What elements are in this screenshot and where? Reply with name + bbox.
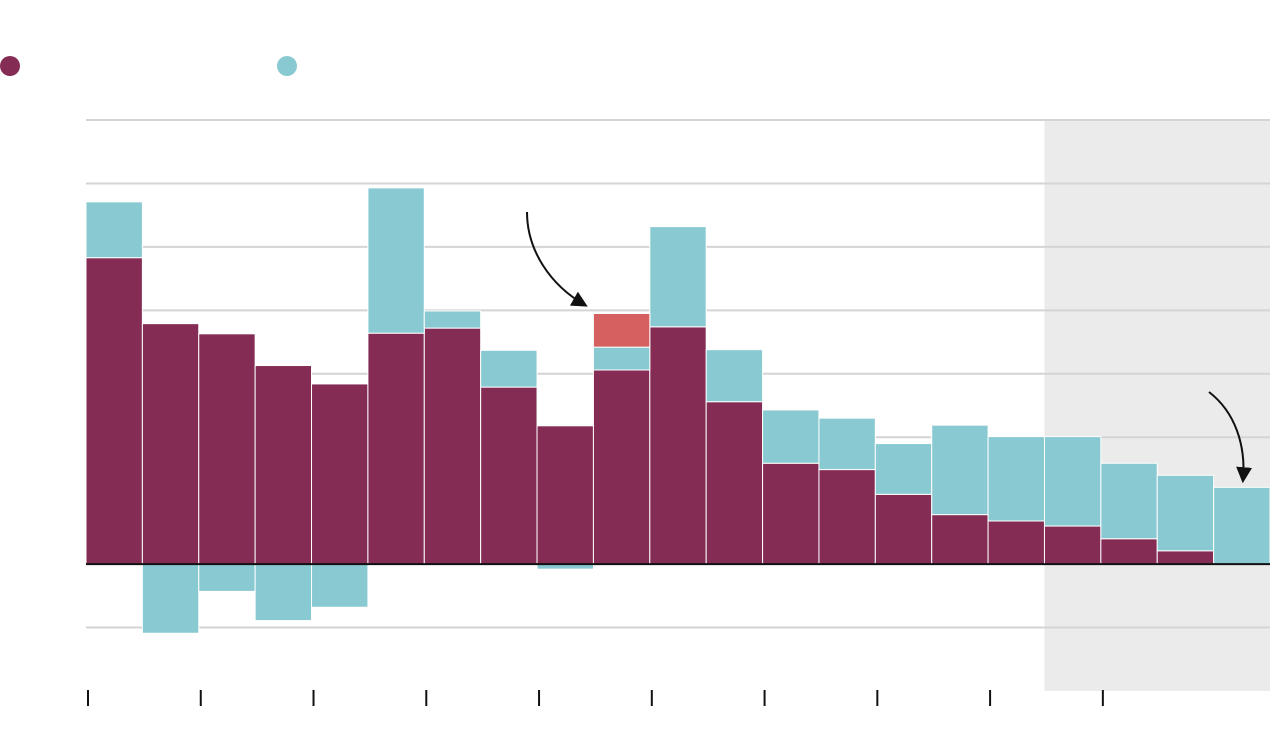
- bar-series-1-8: [480, 386, 538, 565]
- bar-series-1-16: [931, 514, 989, 565]
- bar-series-2-8: [480, 349, 538, 388]
- bar-series-2-11: [649, 226, 707, 328]
- bar-series-1-2: [141, 323, 200, 565]
- bar-series-2-20: [1156, 474, 1215, 552]
- bar-series-2-5: [311, 563, 369, 608]
- annotation-arrow-1: [526, 211, 588, 307]
- bar-series-1-14: [818, 469, 876, 565]
- bar-series-2-17: [987, 436, 1045, 522]
- bar-series-2-6: [367, 187, 425, 334]
- bar-series-1-12: [705, 401, 764, 565]
- bar-series-2-10: [592, 346, 651, 371]
- legend-swatch-series-1: [0, 56, 20, 76]
- bar-series-2-4: [254, 563, 313, 622]
- bar-series-1-9: [536, 425, 594, 565]
- bar-series-3-10: [592, 313, 651, 348]
- projection-shading: [1044, 120, 1270, 691]
- bar-series-2-2: [141, 563, 200, 634]
- bar-series-1-10: [592, 369, 651, 565]
- bar-series-2-19: [1100, 462, 1158, 540]
- bar-series-1-3: [198, 333, 256, 565]
- bar-series-2-18: [1043, 436, 1102, 527]
- bar-series-2-12: [705, 349, 764, 403]
- bar-series-1-18: [1043, 525, 1102, 565]
- bar-series-2-1: [85, 201, 143, 259]
- bar-series-2-15: [874, 443, 933, 495]
- bar-series-2-14: [818, 417, 876, 471]
- bar-series-2-13: [762, 409, 820, 464]
- annotation-arrow-2: [1208, 391, 1253, 484]
- legend-item-series-2: [277, 56, 305, 76]
- bar-series-1-15: [874, 493, 933, 565]
- bar-series-1-19: [1100, 538, 1158, 565]
- bar-series-2-7: [423, 310, 482, 329]
- bar-series-1-1: [85, 257, 143, 565]
- legend-item-series-1: [0, 56, 28, 76]
- bar-series-1-11: [649, 326, 707, 565]
- legend-swatch-series-2: [277, 56, 297, 76]
- bar-series-2-16: [931, 424, 989, 516]
- bar-series-1-6: [367, 332, 425, 565]
- bar-series-1-4: [254, 365, 313, 565]
- bar-series-1-7: [423, 327, 482, 565]
- bar-series-1-20: [1156, 550, 1215, 565]
- bar-series-1-17: [987, 520, 1045, 565]
- bar-series-1-13: [762, 462, 820, 565]
- bar-series-2-21: [1213, 486, 1271, 565]
- bar-series-1-5: [311, 383, 369, 565]
- bar-series-2-3: [198, 563, 256, 592]
